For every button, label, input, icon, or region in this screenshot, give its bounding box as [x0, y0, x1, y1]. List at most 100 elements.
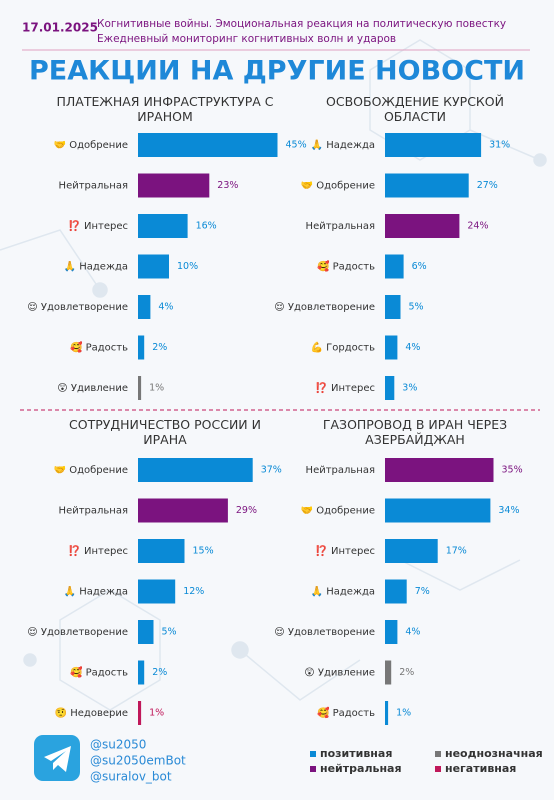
legend-label: нейтральная: [320, 762, 402, 775]
category-label: ⁉️ Интерес: [68, 219, 128, 232]
value-label: 3%: [402, 383, 417, 394]
background-network: [0, 39, 547, 711]
category-label: 🙏 Надежда: [64, 586, 128, 598]
bar: [138, 620, 154, 644]
bar: [138, 214, 188, 238]
legend-swatch: [310, 766, 316, 772]
subtitle: Ежедневный мониторинг когнитивных волн и…: [97, 33, 396, 45]
category-label: Нейтральная: [59, 181, 128, 192]
category-label: 🤝 Одобрение: [301, 181, 375, 192]
value-label: 5%: [409, 302, 424, 313]
bar: [138, 539, 185, 563]
bar: [385, 295, 401, 319]
subtitle: Когнитивные войны. Эмоциональная реакция…: [97, 18, 506, 30]
category-label: 🥰 Радость: [317, 706, 375, 719]
value-label: 7%: [415, 586, 430, 597]
legend-label: неоднозначная: [445, 747, 543, 760]
main-title: РЕАКЦИИ НА ДРУГИЕ НОВОСТИ: [29, 56, 525, 87]
telegram-icon: [34, 735, 80, 781]
bar: [138, 133, 278, 157]
bar: [138, 458, 253, 482]
bar: [138, 498, 228, 523]
value-label: 29%: [236, 505, 257, 516]
value-label: 17%: [446, 546, 467, 557]
value-label: 1%: [396, 708, 411, 719]
value-label: 45%: [286, 140, 307, 151]
value-label: 37%: [261, 465, 282, 476]
bar: [385, 458, 494, 482]
category-label: 🤝 Одобрение: [54, 465, 128, 476]
category-label: 🙏 Надежда: [311, 139, 375, 151]
value-label: 4%: [405, 342, 420, 353]
bar: [385, 701, 389, 725]
value-label: 2%: [152, 342, 167, 353]
bar: [385, 579, 407, 604]
value-label: 12%: [183, 586, 204, 597]
bar: [385, 254, 404, 279]
value-label: 10%: [177, 261, 198, 272]
category-label: 😌 Удовлетворение: [27, 302, 128, 313]
bar: [385, 133, 482, 157]
category-label: 😌 Удовлетворение: [274, 302, 375, 313]
bar: [385, 214, 460, 238]
bar: [138, 173, 210, 198]
bar: [138, 376, 142, 400]
date: 17.01.2025: [22, 21, 98, 35]
telegram-plane: [44, 746, 71, 772]
value-label: 16%: [196, 221, 217, 232]
handle: @su2050: [90, 738, 146, 752]
legend-label: позитивная: [320, 747, 392, 760]
category-label: 😲 Удивление: [57, 383, 128, 394]
value-label: 35%: [502, 465, 523, 476]
legend-label: негативная: [445, 762, 516, 775]
category-label: Нейтральная: [59, 506, 128, 517]
value-label: 27%: [477, 180, 498, 191]
handle: @suralov_bot: [90, 770, 172, 784]
legend-swatch: [310, 751, 316, 757]
bar: [138, 335, 145, 360]
category-label: ⁉️ Интерес: [68, 544, 128, 557]
category-label: 🤝 Одобрение: [54, 140, 128, 151]
value-label: 4%: [405, 627, 420, 638]
category-label: 😌 Удовлетворение: [274, 627, 375, 638]
value-label: 1%: [149, 708, 164, 719]
category-label: 🙏 Надежда: [311, 586, 375, 598]
bar: [138, 579, 176, 604]
value-label: 23%: [217, 180, 238, 191]
legend-swatch: [435, 766, 441, 772]
value-label: 4%: [158, 302, 173, 313]
bar: [385, 620, 398, 644]
category-label: Нейтральная: [306, 221, 375, 232]
chart-title: ПЛАТЕЖНАЯ ИНФРАСТРУКТУРА С ИРАНОМ: [56, 94, 274, 124]
handle: @su2050emBot: [90, 754, 186, 768]
chart-title: ОСВОБОЖДЕНИЕ КУРСКОЙ ОБЛАСТИ: [326, 94, 504, 124]
category-label: 😌 Удовлетворение: [27, 627, 128, 638]
legend-swatch: [435, 751, 441, 757]
category-label: 🙏 Надежда: [64, 261, 128, 273]
category-label: ⁉️ Интерес: [315, 381, 375, 394]
value-label: 34%: [498, 505, 519, 516]
bar: [385, 173, 469, 198]
value-label: 31%: [489, 140, 510, 151]
bar: [385, 539, 438, 563]
value-label: 15%: [193, 546, 214, 557]
value-label: 2%: [399, 667, 414, 678]
chart-title: ГАЗОПРОВОД В ИРАН ЧЕРЕЗ АЗЕРБАЙДЖАН: [322, 417, 508, 447]
value-label: 5%: [162, 627, 177, 638]
bar: [138, 295, 151, 319]
bar: [138, 660, 145, 685]
chart-title: СОТРУДНИЧЕСТВО РОССИИ И ИРАНА: [69, 417, 261, 447]
bar: [385, 660, 392, 685]
value-label: 6%: [412, 261, 427, 272]
category-label: 🥰 Радость: [70, 341, 128, 354]
category-label: 💪 Гордость: [311, 341, 376, 354]
bar: [385, 498, 491, 523]
bar: [385, 335, 398, 360]
value-label: 2%: [152, 667, 167, 678]
bar: [385, 376, 395, 400]
value-label: 1%: [149, 383, 164, 394]
category-label: 🥰 Радость: [70, 666, 128, 679]
category-label: ⁉️ Интерес: [315, 544, 375, 557]
